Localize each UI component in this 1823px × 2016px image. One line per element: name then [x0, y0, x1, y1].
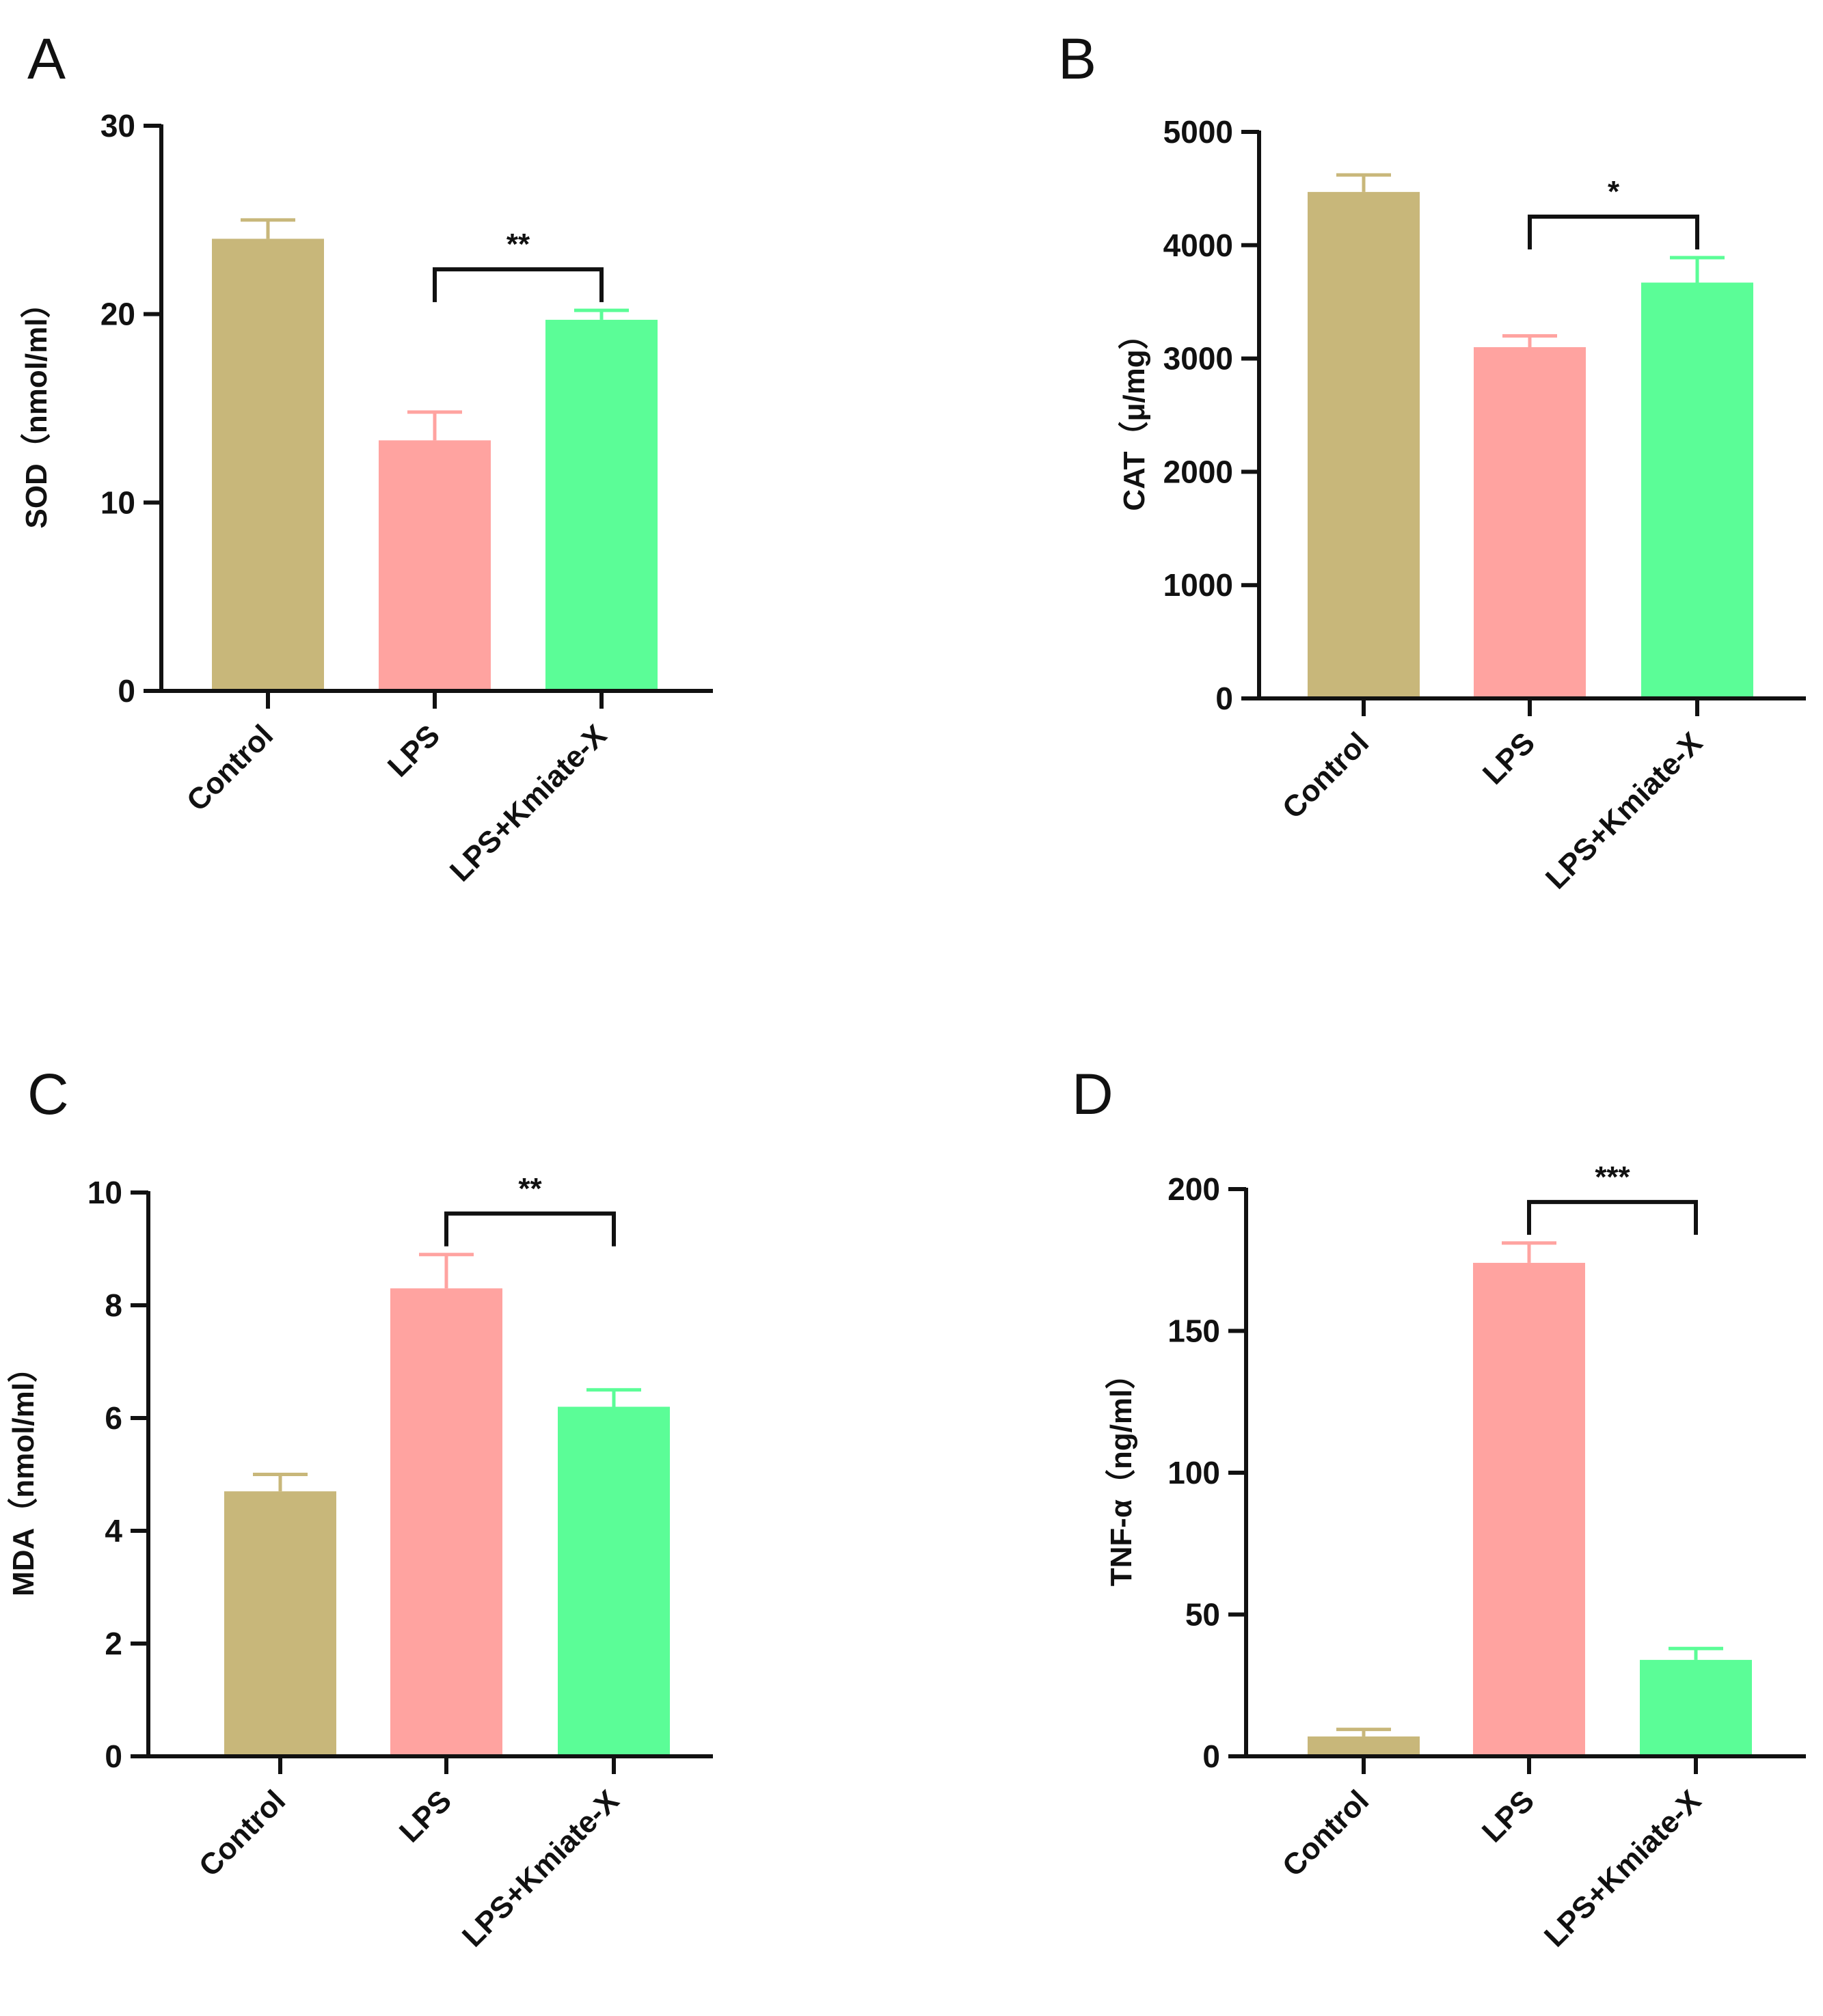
- y-axis-title: MDA（nmol/ml）: [7, 1352, 40, 1596]
- y-tick-label: 6: [105, 1400, 122, 1436]
- x-tick-label: LPS+Kmiate-X: [456, 1784, 625, 1953]
- significance-bracket: [1528, 215, 1699, 250]
- bar-lps: [379, 440, 491, 691]
- significance-label: **: [518, 1172, 542, 1205]
- significance-bracket: [444, 1211, 616, 1247]
- bar-control: [212, 239, 324, 691]
- bar-lps-kmiate-x: [545, 319, 658, 692]
- bar-lps-kmiate-x: [1640, 1659, 1752, 1756]
- panel-letter: C: [27, 1062, 69, 1126]
- significance-label: ***: [1595, 1160, 1630, 1194]
- y-tick-label: 4: [105, 1513, 122, 1549]
- y-tick-label: 10: [100, 485, 135, 520]
- x-tick-label: LPS+Kmiate-X: [1538, 1784, 1707, 1953]
- y-tick-label: 0: [1202, 1739, 1220, 1774]
- panel-letter: B: [1058, 27, 1096, 91]
- bar-control: [1308, 191, 1420, 698]
- y-tick-label: 200: [1167, 1171, 1220, 1207]
- panel-b: B 0 1000 2000 3000 4000 5000 CAT（μ/mg） Control LP…: [1058, 27, 1806, 896]
- y-tick-label: 30: [100, 108, 135, 144]
- y-axis-title: SOD（nmol/ml）: [20, 288, 53, 528]
- bar-lps-kmiate-x: [558, 1406, 670, 1756]
- significance-label: *: [1608, 175, 1620, 208]
- bar-lps-kmiate-x: [1641, 282, 1753, 698]
- y-tick-label: 3000: [1163, 341, 1233, 377]
- panel-a: A 0 10 20 30 SOD（nmol/ml） Control LPSLPS+Kmiate…: [20, 27, 713, 888]
- y-axis-title: TNF-α（ng/ml）: [1105, 1359, 1138, 1587]
- y-tick-label: 8: [105, 1288, 122, 1323]
- x-tick-label: LPS: [1476, 1784, 1541, 1849]
- bar-control: [1308, 1736, 1420, 1756]
- panel-letter: D: [1072, 1062, 1113, 1126]
- bar-control: [224, 1491, 336, 1756]
- x-tick-label: Control: [193, 1784, 292, 1883]
- y-tick-label: 0: [118, 673, 135, 709]
- bar-lps: [1473, 1262, 1585, 1756]
- significance-label: **: [507, 228, 530, 261]
- y-tick-label: 5000: [1163, 114, 1233, 150]
- x-tick-label: LPS: [1476, 726, 1541, 791]
- y-tick-label: 2: [105, 1626, 122, 1661]
- significance-bracket: [1527, 1199, 1698, 1235]
- panel-letter: A: [27, 27, 66, 91]
- panel-c: C 0 2 4 6 8 10 MDA（nmol/ml） Control LPSLPS+Kmiate…: [7, 1062, 713, 1954]
- x-tick-label: LPS: [381, 718, 446, 783]
- x-tick-label: Control: [1276, 726, 1375, 825]
- x-tick-label: Control: [180, 718, 280, 817]
- x-tick-label: Control: [1276, 1784, 1375, 1883]
- x-tick-label: LPS+Kmiate-X: [444, 718, 613, 888]
- panel-d: D 0 50 100 150 200 TNF-α（ng/ml） Control LPSLPS+K…: [1072, 1062, 1806, 1954]
- y-tick-label: 150: [1167, 1313, 1220, 1349]
- y-tick-label: 0: [105, 1739, 122, 1774]
- y-tick-label: 100: [1167, 1455, 1220, 1490]
- x-tick-label: LPS+Kmiate-X: [1539, 726, 1709, 895]
- y-tick-label: 10: [87, 1175, 122, 1210]
- y-tick-label: 20: [100, 297, 135, 332]
- bar-lps: [1474, 347, 1586, 698]
- y-tick-label: 2000: [1163, 454, 1233, 489]
- y-tick-label: 1000: [1163, 567, 1233, 603]
- bar-lps: [390, 1288, 502, 1756]
- y-tick-label: 50: [1185, 1597, 1220, 1633]
- y-axis-title: CAT（μ/mg）: [1118, 319, 1151, 510]
- x-tick-label: LPS: [393, 1784, 458, 1849]
- y-tick-label: 0: [1215, 681, 1233, 716]
- y-tick-label: 4000: [1163, 228, 1233, 263]
- significance-bracket: [433, 267, 604, 303]
